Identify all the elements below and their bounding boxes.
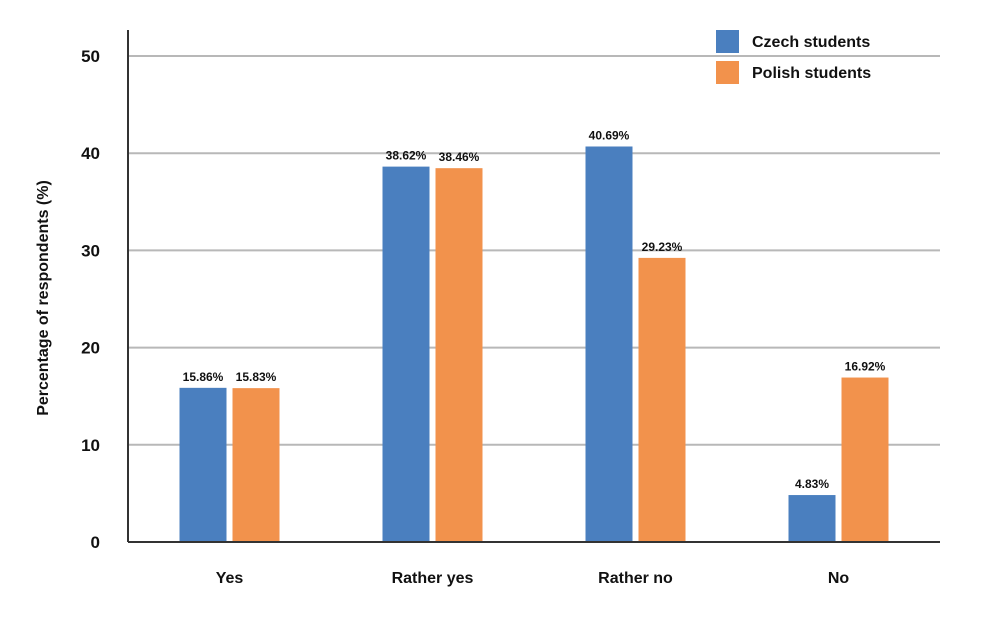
data-label: 16.92% (845, 360, 886, 374)
x-tick-label: Rather no (598, 570, 673, 587)
y-tick-label: 20 (81, 339, 100, 358)
data-label: 38.62% (386, 149, 427, 163)
data-label: 40.69% (589, 128, 630, 142)
bar (382, 166, 430, 543)
gridlines (128, 55, 940, 446)
y-axis-title: Percentage of respondents (%) (35, 180, 52, 416)
x-tick-label: Rather yes (392, 570, 474, 587)
x-tick-label: No (828, 570, 850, 587)
legend-swatch (716, 30, 739, 53)
y-tick-label: 10 (81, 436, 100, 455)
bar (179, 387, 227, 542)
bar (232, 388, 280, 542)
data-labels: 15.86% 15.83% 38.62% 38.46% 40.69% 29.23% 4.83… (183, 128, 886, 491)
legend-label: Czech students (752, 34, 870, 51)
y-tick-label: 40 (81, 144, 100, 163)
axes: 0 10 20 30 40 50 Yes Rather yes Rather no No (81, 30, 940, 587)
data-label: 4.83% (795, 477, 829, 491)
data-label: 15.86% (183, 370, 224, 384)
bar (841, 377, 889, 542)
data-label: 15.83% (236, 370, 277, 384)
bar (788, 495, 836, 542)
data-label: 29.23% (642, 240, 683, 254)
legend-label: Polish students (752, 65, 871, 82)
x-tick-label: Yes (216, 570, 244, 587)
legend: Czech students Polish students (716, 30, 871, 84)
legend-swatch (716, 61, 739, 84)
data-label: 38.46% (439, 150, 480, 164)
bars (179, 146, 889, 543)
y-tick-label: 0 (91, 533, 100, 552)
y-tick-label: 50 (81, 47, 100, 66)
bar (435, 168, 483, 542)
y-tick-label: 30 (81, 241, 100, 260)
bar (585, 146, 633, 542)
bar (638, 257, 686, 542)
